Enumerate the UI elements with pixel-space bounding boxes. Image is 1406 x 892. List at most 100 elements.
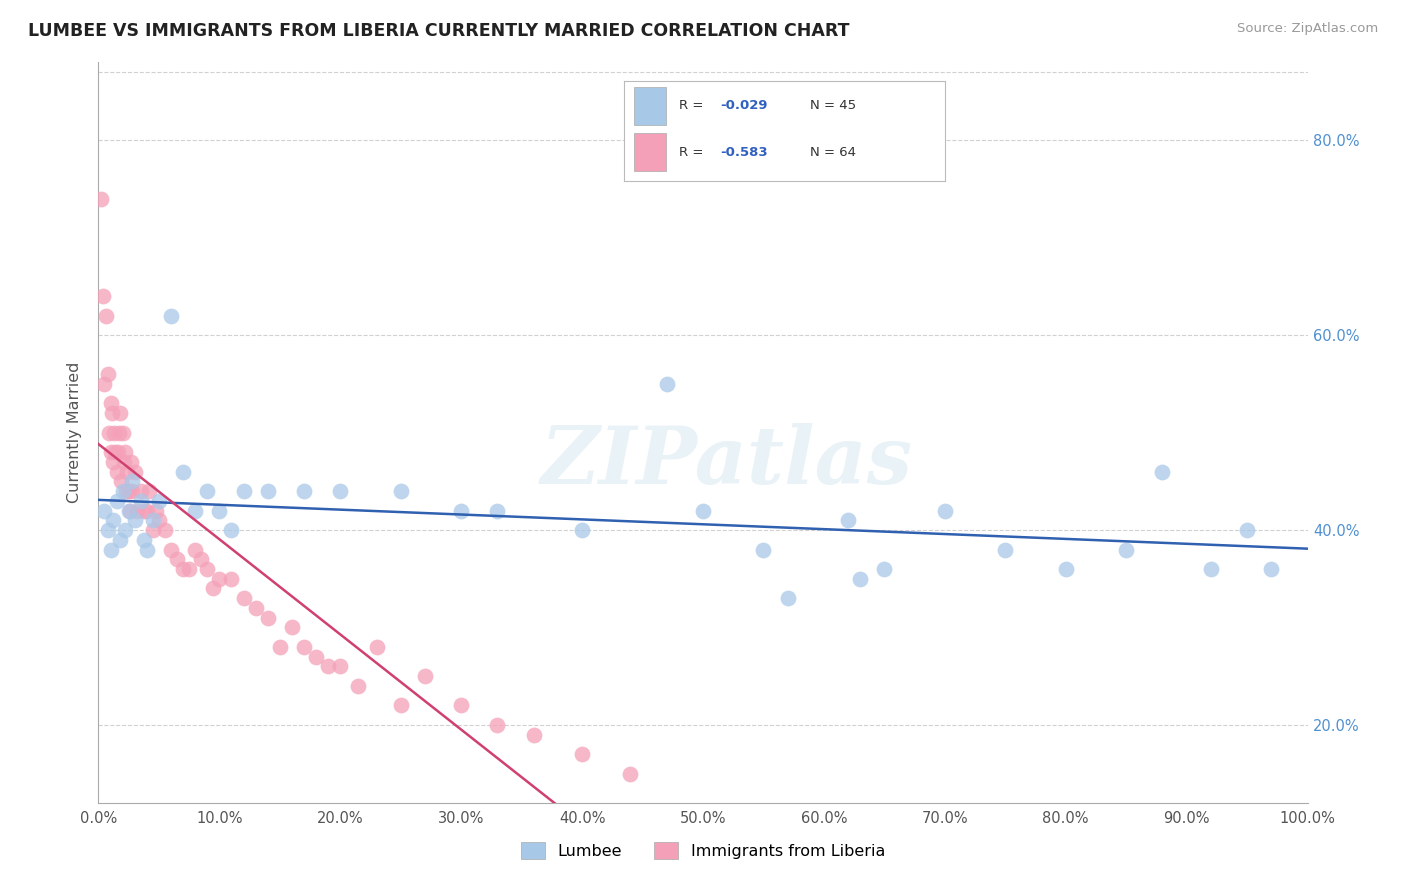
- Point: [232, 591, 254, 606]
- Point: [98, 425, 121, 440]
- Point: [105, 493, 128, 508]
- Point: [1054, 562, 1077, 576]
- Point: [329, 484, 352, 499]
- Point: [571, 523, 593, 537]
- Point: [117, 465, 139, 479]
- Point: [120, 455, 142, 469]
- Point: [93, 376, 115, 391]
- Point: [160, 542, 183, 557]
- Point: [142, 513, 165, 527]
- Point: [118, 503, 141, 517]
- Point: [292, 484, 315, 499]
- Point: [692, 503, 714, 517]
- Y-axis label: Currently Married: Currently Married: [66, 362, 82, 503]
- Point: [292, 640, 315, 654]
- Point: [486, 503, 509, 517]
- Point: [232, 484, 254, 499]
- Point: [184, 503, 207, 517]
- Point: [124, 513, 146, 527]
- Point: [107, 445, 129, 459]
- Point: [195, 562, 218, 576]
- Point: [523, 728, 546, 742]
- Point: [153, 523, 176, 537]
- Point: [160, 309, 183, 323]
- Point: [100, 396, 122, 410]
- Point: [148, 493, 170, 508]
- Point: [1236, 523, 1258, 537]
- Point: [994, 542, 1017, 557]
- Point: [115, 484, 138, 499]
- Point: [245, 601, 267, 615]
- Point: [179, 562, 201, 576]
- Point: [837, 513, 859, 527]
- Point: [91, 289, 114, 303]
- Point: [389, 698, 412, 713]
- Point: [97, 367, 120, 381]
- Point: [94, 309, 117, 323]
- Point: [1115, 542, 1137, 557]
- Point: [100, 406, 122, 420]
- Point: [849, 572, 872, 586]
- Point: [873, 562, 896, 576]
- Point: [121, 475, 143, 489]
- Point: [93, 503, 115, 517]
- Point: [118, 484, 141, 499]
- Point: [347, 679, 370, 693]
- Point: [619, 766, 641, 780]
- Point: [316, 659, 339, 673]
- Point: [112, 455, 135, 469]
- Point: [118, 503, 141, 517]
- Point: [100, 445, 122, 459]
- Point: [281, 620, 304, 634]
- Point: [486, 718, 509, 732]
- Point: [366, 640, 388, 654]
- Point: [655, 376, 678, 391]
- Point: [114, 523, 136, 537]
- Point: [208, 503, 231, 517]
- Point: [129, 493, 152, 508]
- Point: [101, 455, 124, 469]
- Point: [127, 503, 149, 517]
- Point: [108, 425, 131, 440]
- Point: [172, 465, 194, 479]
- Text: Source: ZipAtlas.com: Source: ZipAtlas.com: [1237, 22, 1378, 36]
- Point: [129, 484, 152, 499]
- Point: [134, 533, 156, 547]
- Point: [934, 503, 956, 517]
- Point: [172, 562, 194, 576]
- Point: [166, 552, 188, 566]
- Point: [104, 445, 127, 459]
- Point: [100, 542, 122, 557]
- Point: [114, 445, 136, 459]
- Point: [135, 503, 157, 517]
- Point: [138, 484, 160, 499]
- Point: [195, 484, 218, 499]
- Point: [145, 503, 167, 517]
- Point: [105, 465, 128, 479]
- Point: [90, 192, 112, 206]
- Point: [269, 640, 291, 654]
- Point: [256, 610, 278, 624]
- Point: [450, 698, 472, 713]
- Point: [1199, 562, 1222, 576]
- Point: [103, 425, 125, 440]
- Point: [101, 513, 124, 527]
- Point: [110, 475, 132, 489]
- Point: [221, 523, 243, 537]
- Point: [148, 513, 170, 527]
- Point: [134, 503, 156, 517]
- Point: [256, 484, 278, 499]
- Point: [121, 484, 143, 499]
- Point: [111, 425, 134, 440]
- Point: [208, 572, 231, 586]
- Point: [752, 542, 775, 557]
- Point: [413, 669, 436, 683]
- Point: [124, 465, 146, 479]
- Point: [190, 552, 212, 566]
- Point: [184, 542, 207, 557]
- Text: LUMBEE VS IMMIGRANTS FROM LIBERIA CURRENTLY MARRIED CORRELATION CHART: LUMBEE VS IMMIGRANTS FROM LIBERIA CURREN…: [28, 22, 849, 40]
- Point: [450, 503, 472, 517]
- Point: [389, 484, 412, 499]
- Point: [202, 582, 225, 596]
- Legend: Lumbee, Immigrants from Liberia: Lumbee, Immigrants from Liberia: [515, 836, 891, 865]
